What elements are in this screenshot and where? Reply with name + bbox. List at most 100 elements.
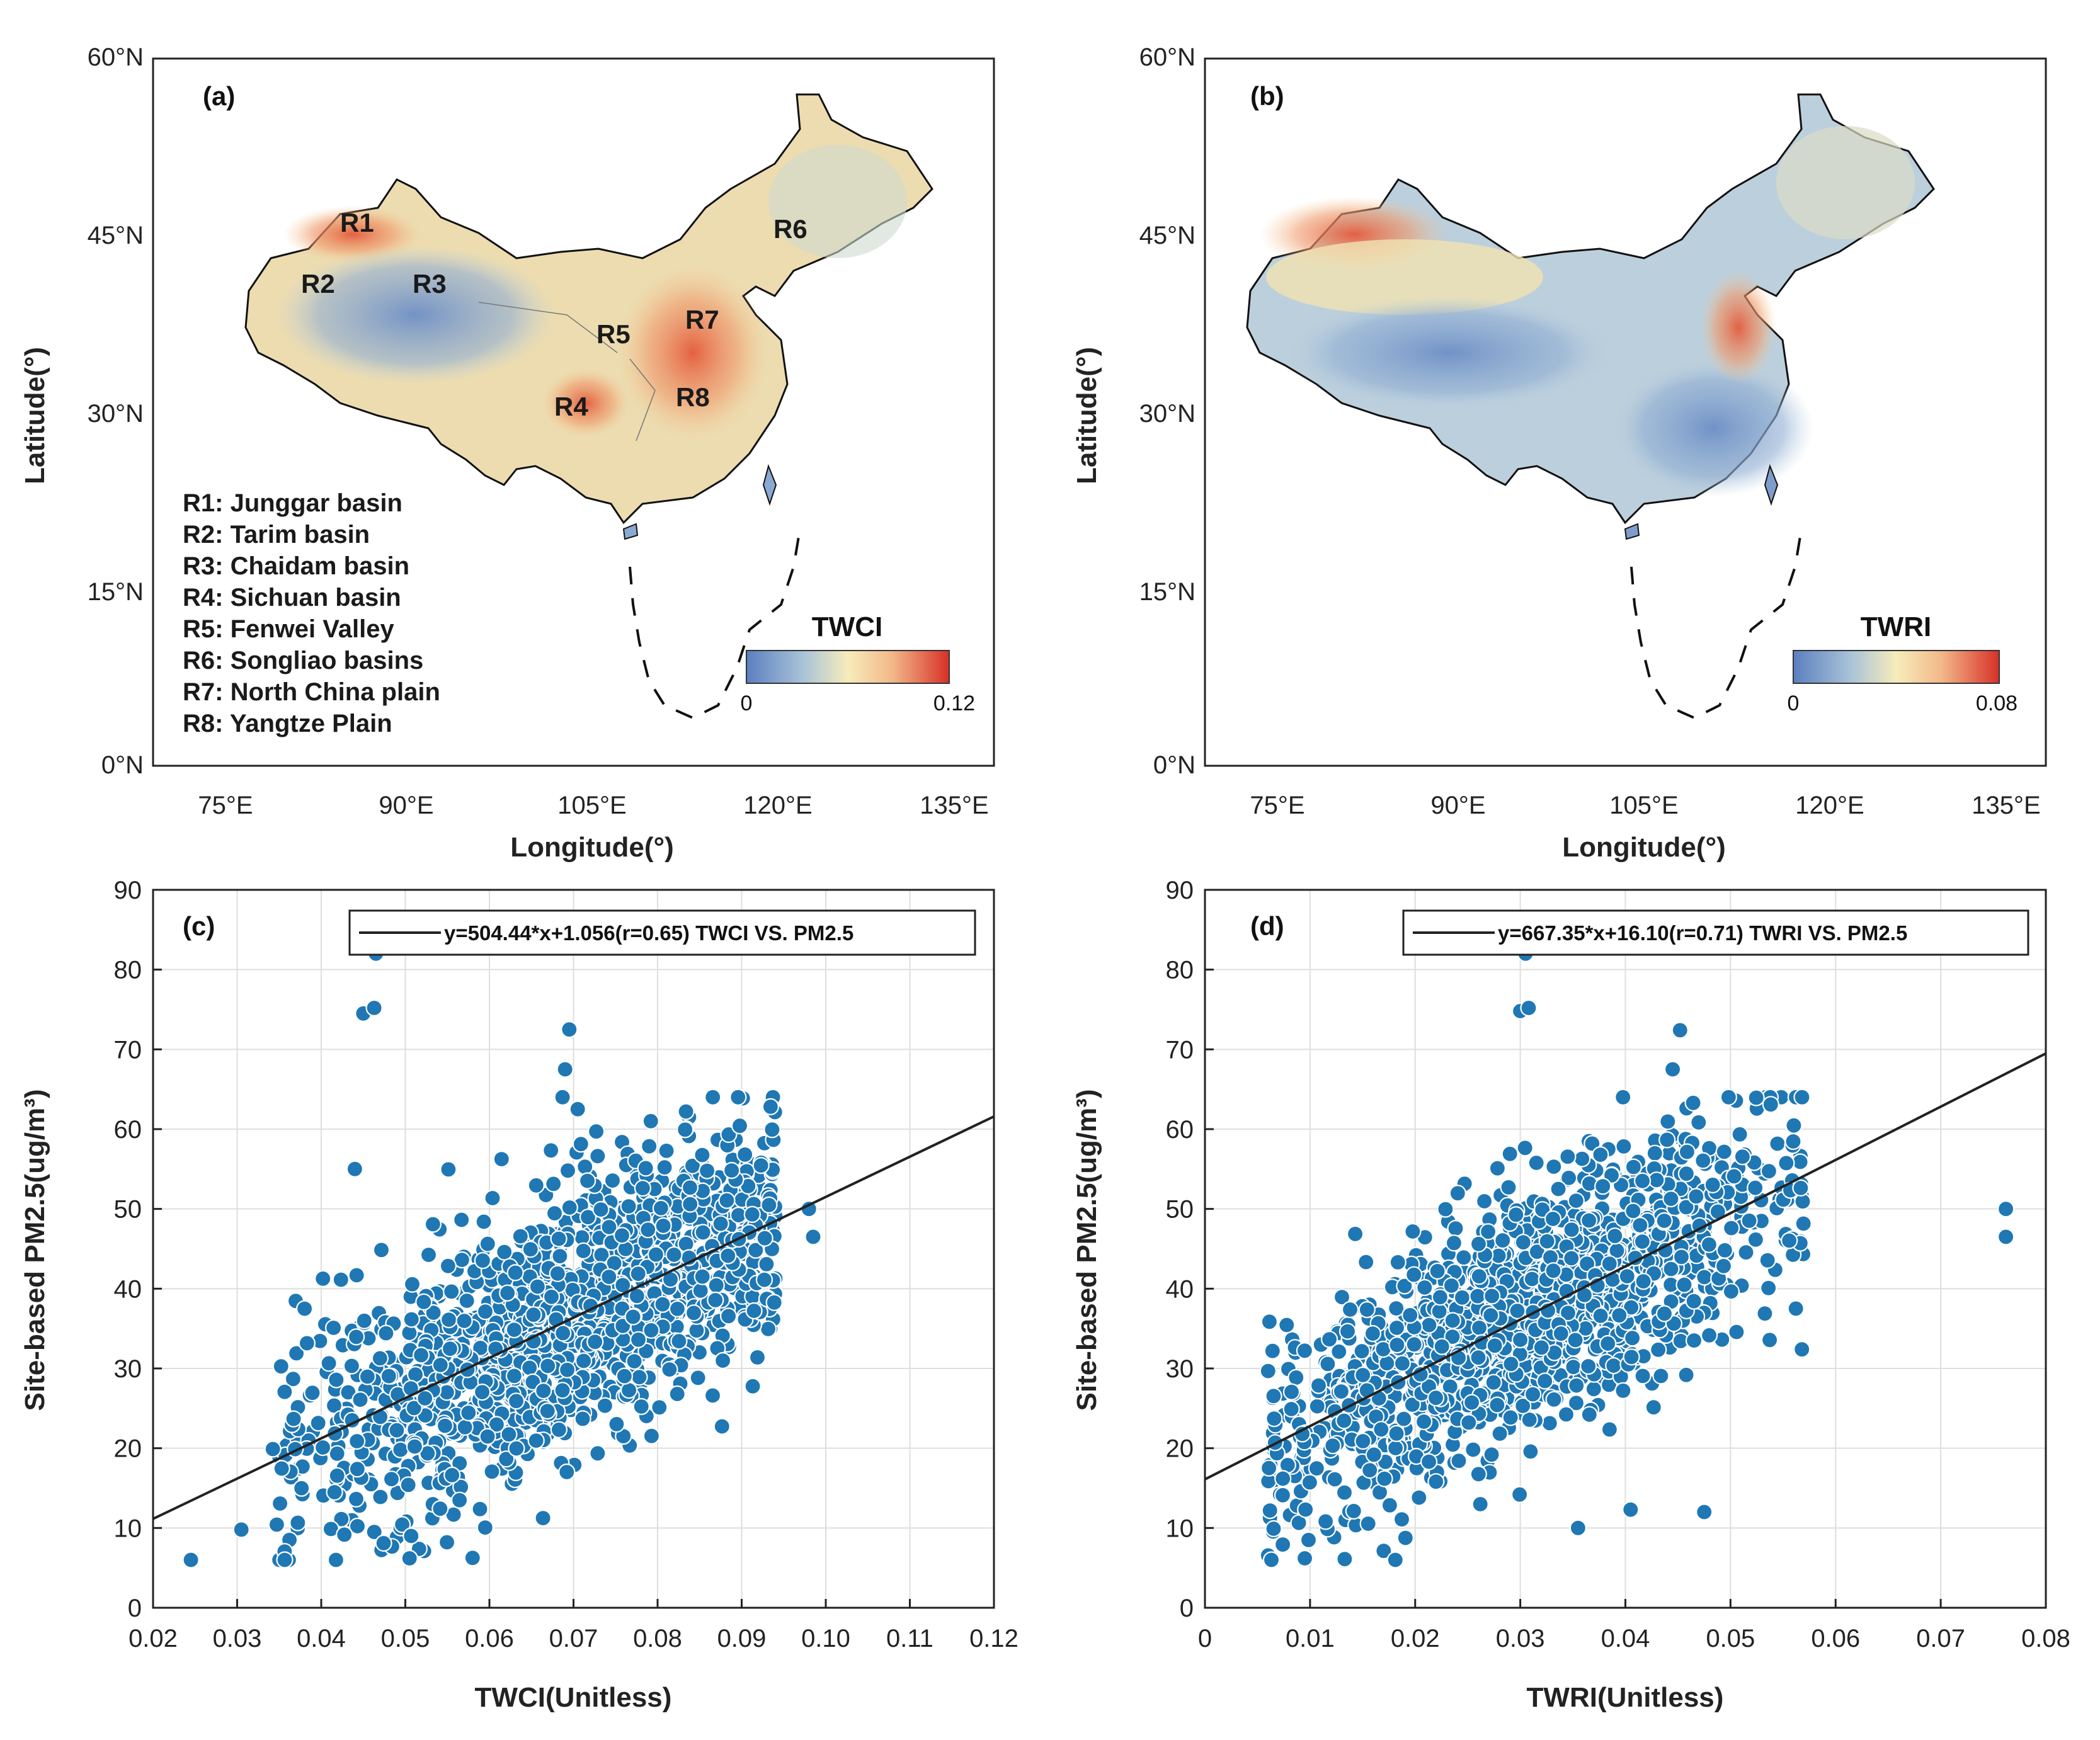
data-point	[382, 1470, 401, 1488]
y-tick-label: 90	[1166, 877, 1194, 904]
data-point	[589, 1445, 607, 1462]
data-point	[1308, 1397, 1326, 1415]
data-point	[1580, 1357, 1597, 1375]
data-point	[642, 1427, 661, 1445]
region-label-r8: R8	[676, 382, 710, 412]
data-point	[639, 1221, 657, 1239]
data-point	[393, 1516, 411, 1533]
data-point	[542, 1288, 561, 1305]
data-point	[743, 1205, 761, 1224]
data-point	[1330, 1343, 1348, 1360]
data-point	[1301, 1474, 1318, 1491]
data-point	[1494, 1232, 1512, 1249]
data-point	[326, 1483, 343, 1501]
map-a-ytick: 0°N	[101, 751, 144, 779]
data-point	[1633, 1232, 1651, 1251]
legend-item-r1: R1: Junggar basin	[183, 489, 402, 517]
data-point	[328, 1371, 345, 1389]
northeast-a	[768, 145, 907, 258]
region-label-r2: R2	[301, 269, 335, 299]
data-point	[1793, 1341, 1811, 1358]
data-point	[1416, 1278, 1434, 1297]
nine-dash-line-b	[1630, 528, 1803, 720]
data-point	[343, 1357, 361, 1375]
data-point	[1624, 1202, 1642, 1220]
x-tick-label: 0.06	[465, 1625, 514, 1652]
data-point	[416, 1389, 434, 1407]
data-point	[608, 1415, 625, 1433]
data-point	[332, 1271, 350, 1288]
x-tick-label: 0.09	[717, 1625, 767, 1652]
x-tick-label: 0.08	[2021, 1625, 2070, 1652]
legend-d-box	[1402, 909, 2029, 956]
data-point	[268, 1516, 285, 1533]
x-tick-label: 0.03	[1496, 1625, 1545, 1652]
data-point	[736, 1146, 754, 1164]
data-point	[1747, 1231, 1764, 1249]
data-point	[756, 1229, 773, 1247]
province-line-a1	[629, 358, 656, 441]
data-point	[1566, 1331, 1584, 1349]
colorbar-a: TWCI 0 0.12	[741, 611, 976, 715]
map-a-xtick: 75°E	[198, 792, 253, 819]
data-point	[1469, 1465, 1487, 1483]
x-tick-label: 0.07	[1916, 1625, 1965, 1652]
data-point	[1345, 1502, 1362, 1520]
legend-item-r3: R3: Chaidam basin	[183, 552, 409, 580]
data-point	[1662, 1190, 1680, 1208]
data-point	[1580, 1212, 1598, 1229]
data-point	[460, 1404, 477, 1421]
data-point	[1552, 1325, 1570, 1343]
northeast-b	[1776, 126, 1915, 239]
data-point	[694, 1224, 712, 1241]
data-point	[1520, 999, 1538, 1017]
legend-item-r6: R6: Songliao basins	[183, 647, 423, 674]
data-point	[1375, 1542, 1393, 1560]
data-point	[654, 1217, 672, 1235]
data-point	[574, 1410, 591, 1428]
data-point	[1427, 1389, 1445, 1407]
data-point	[641, 1137, 658, 1155]
data-point	[542, 1142, 560, 1159]
data-point	[718, 1191, 736, 1209]
data-point	[670, 1333, 688, 1350]
data-point	[1389, 1253, 1407, 1271]
data-point	[1354, 1366, 1372, 1384]
data-point	[1310, 1377, 1328, 1394]
region-label-r1: R1	[340, 208, 374, 237]
data-point	[748, 1348, 767, 1366]
data-point	[1297, 1501, 1315, 1518]
data-point	[572, 1135, 590, 1153]
data-point	[1523, 1270, 1541, 1288]
data-point	[1341, 1300, 1359, 1319]
data-point	[1404, 1222, 1422, 1241]
data-point	[589, 1147, 607, 1165]
data-point	[402, 1311, 420, 1328]
data-point	[1469, 1235, 1488, 1253]
legend-d: y=667.35*x+16.10(r=0.71) TWRI VS. PM2.5	[1402, 909, 2029, 956]
data-point	[629, 1331, 648, 1348]
data-point	[1401, 1306, 1419, 1324]
y-tick-label: 80	[114, 957, 142, 984]
hainan-b	[1624, 523, 1640, 540]
data-point	[1685, 1332, 1703, 1350]
data-point	[704, 1088, 722, 1106]
data-point	[1287, 1368, 1305, 1386]
data-point	[620, 1382, 638, 1399]
x-tick-label: 0.10	[801, 1625, 850, 1652]
x-tick-label: 0.12	[969, 1625, 1019, 1652]
data-point	[1650, 1341, 1667, 1358]
data-point	[372, 1241, 391, 1259]
data-point	[1696, 1503, 1713, 1521]
data-point	[668, 1300, 687, 1317]
data-point	[1618, 1267, 1636, 1285]
plot-c-xlabel: TWCI(Unitless)	[475, 1682, 672, 1713]
data-point	[712, 1215, 729, 1232]
data-point	[443, 1466, 461, 1484]
data-point	[336, 1526, 353, 1544]
y-tick-label: 0	[1180, 1595, 1194, 1622]
data-point	[603, 1171, 622, 1190]
data-point	[576, 1158, 594, 1176]
y-tick-label: 30	[1166, 1355, 1194, 1383]
data-point	[479, 1235, 496, 1253]
